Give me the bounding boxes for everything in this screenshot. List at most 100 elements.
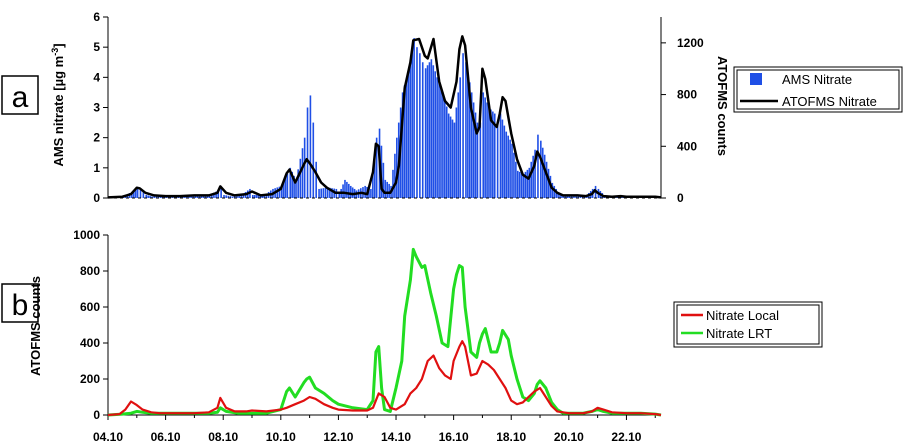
y-tick-label: 0 — [93, 408, 100, 422]
ams-bar — [470, 92, 473, 198]
ams-bar — [447, 113, 450, 198]
ams-bar — [407, 71, 410, 198]
ams-bar — [145, 194, 148, 198]
ams-bar — [151, 196, 153, 198]
ams-bar — [474, 112, 477, 198]
ams-bar — [295, 179, 297, 198]
ams-bar — [200, 195, 203, 198]
ams-bar — [468, 82, 471, 198]
ams-bar — [518, 171, 521, 198]
ams-bar — [159, 196, 162, 198]
y-tick-label: 600 — [80, 300, 100, 314]
panel-b-ylabel: ATOFMS counts — [28, 276, 43, 376]
y-tick-label: 5 — [93, 40, 100, 54]
panel-b-label: b — [12, 289, 29, 322]
y-tick-label: 200 — [80, 372, 100, 386]
ams-bar — [208, 194, 211, 198]
ams-bar — [526, 169, 529, 198]
ams-bar — [293, 175, 295, 198]
ams-bar — [184, 196, 186, 198]
ams-bar — [457, 92, 460, 198]
y2-tick-label: 0 — [677, 191, 684, 205]
panel-b-legend-frame-inner — [676, 304, 820, 345]
ams-bar — [430, 59, 433, 198]
ams-bar — [320, 188, 323, 198]
ams-bar — [306, 107, 309, 198]
ams-bar — [488, 107, 490, 198]
y-tick-label: 400 — [80, 336, 100, 350]
ams-bar — [289, 167, 292, 198]
ams-bar — [465, 62, 467, 198]
ams-bar — [566, 195, 569, 198]
ams-bar — [505, 131, 508, 198]
ams-bar — [532, 155, 534, 198]
ams-bar — [194, 196, 197, 198]
ams-bar — [493, 113, 496, 198]
ams-bar — [171, 196, 174, 198]
ams-bar — [139, 188, 142, 198]
ams-bar — [411, 49, 413, 198]
ams-bar — [173, 196, 176, 198]
ams-bar — [303, 137, 306, 198]
ams-bar — [198, 196, 201, 198]
ams-bar — [453, 122, 456, 198]
ams-bar — [261, 194, 264, 198]
ams-bar — [388, 183, 390, 198]
ams-bar — [511, 143, 513, 198]
ams-bar — [496, 122, 499, 198]
panel-b-x-axis: 04.10 06.10 08.10 10.10 12.10 14.10 16.10 18.10… — [93, 414, 661, 444]
ams-bar — [344, 179, 346, 198]
ams-bar — [192, 196, 194, 198]
panel-a-ylabel-text: AMS nitrate [µg m — [51, 56, 66, 167]
panel-a-label: a — [12, 81, 29, 114]
ams-bar — [438, 82, 440, 198]
ams-bar — [416, 47, 418, 198]
x-tick-label: 04.10 — [93, 430, 123, 444]
ams-bar — [169, 196, 172, 198]
ams-bar — [291, 171, 293, 198]
ams-bar — [282, 181, 285, 198]
ams-bar — [459, 77, 461, 198]
ams-bar — [559, 192, 561, 198]
ams-bar — [165, 197, 168, 198]
ams-bar — [364, 185, 366, 198]
ams-bar — [370, 188, 372, 198]
y-tick-label: 6 — [93, 10, 100, 24]
ams-bar — [547, 168, 550, 198]
ams-bar — [537, 134, 539, 198]
x-tick-label: 22.10 — [611, 430, 641, 444]
ams-bar — [253, 194, 256, 198]
x-tick-label: 10.10 — [266, 430, 296, 444]
panel-a-y2-axis: 0 400 800 1200 — [660, 17, 704, 205]
ams-bar — [229, 196, 232, 198]
ams-bar — [324, 187, 327, 198]
panel-a-ams-bars — [112, 38, 661, 199]
panel-a-ylabel-close: ] — [51, 43, 66, 47]
ams-bar — [462, 53, 464, 199]
ams-bar — [432, 65, 435, 199]
panel-a-ylabel-sup: -3 — [50, 48, 60, 56]
ams-bar — [434, 71, 437, 198]
ams-bar — [315, 161, 317, 198]
panel-a-ylabel: AMS nitrate [µg m-3] — [50, 43, 66, 166]
legend-label-nitrate-local: Nitrate Local — [706, 308, 779, 323]
ams-bar — [318, 188, 320, 198]
ams-bar — [557, 191, 559, 198]
panel-a-legend: AMS Nitrate ATOFMS Nitrate — [733, 66, 903, 113]
ams-bar — [257, 194, 260, 198]
ams-bar — [182, 196, 184, 198]
ams-bar — [472, 102, 475, 198]
ams-bar — [348, 183, 350, 198]
ams-bar — [541, 147, 544, 198]
ams-bar — [223, 194, 225, 198]
atofms-nitrate-line — [107, 35, 662, 199]
ams-bar — [534, 149, 536, 198]
ams-bar — [384, 179, 387, 198]
ams-bar — [225, 195, 227, 198]
ams-bar — [342, 184, 344, 198]
ams-bar — [394, 153, 396, 198]
ams-bar — [428, 62, 431, 198]
ams-bar — [513, 152, 515, 198]
ams-bar — [188, 196, 190, 198]
